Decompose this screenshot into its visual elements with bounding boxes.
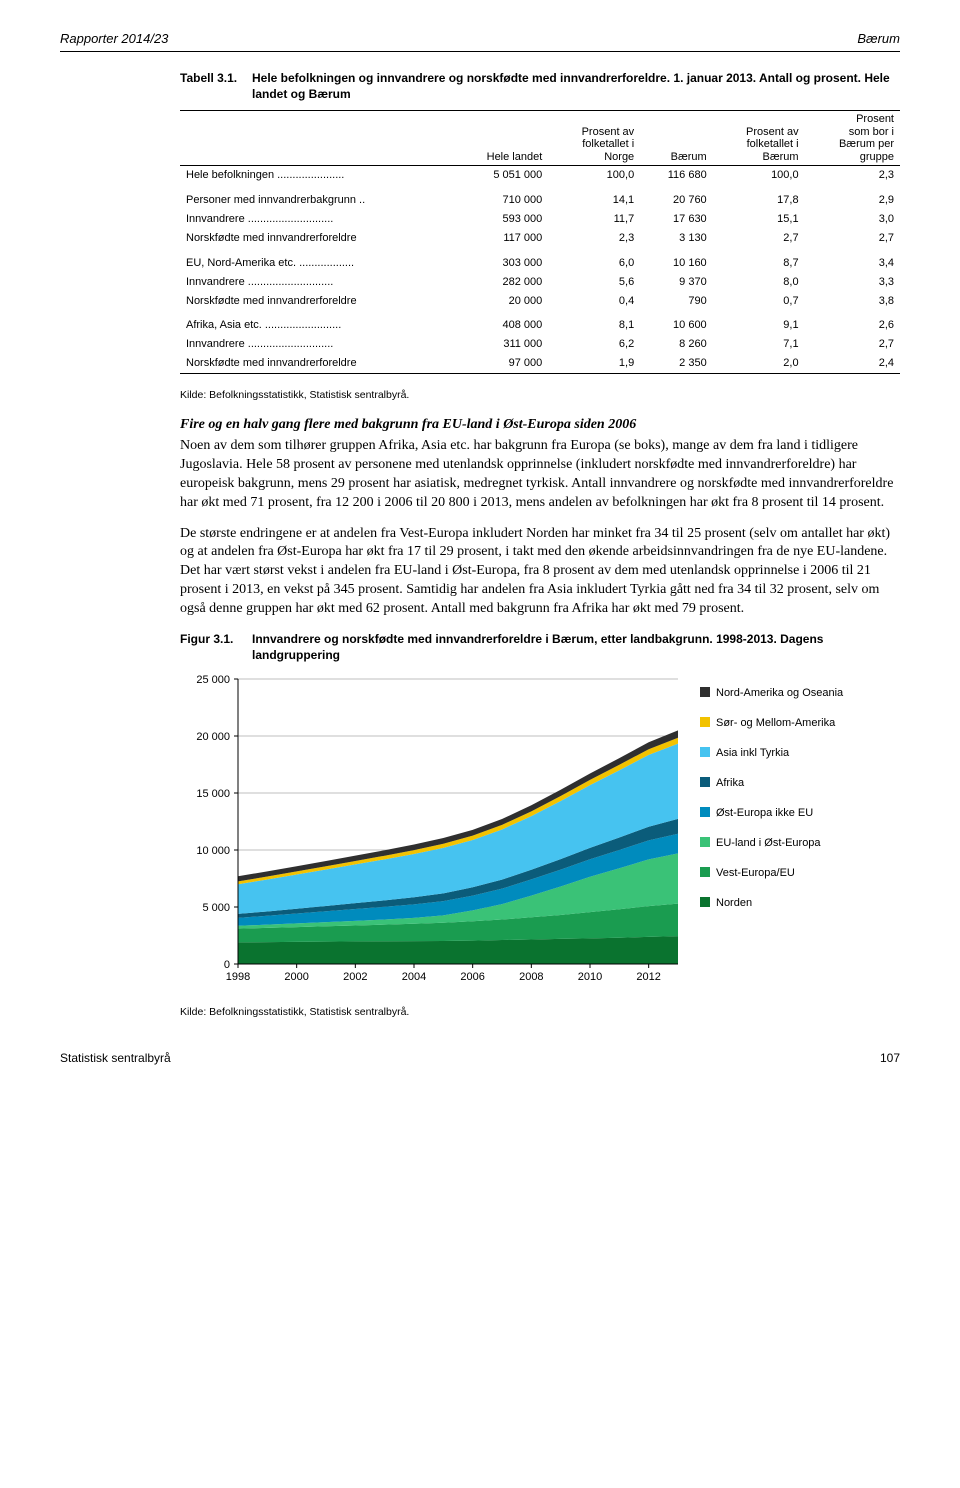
- table-row: Innvandrere ............................…: [180, 210, 900, 229]
- table-row: Norskfødte med innvandrerforeldre117 000…: [180, 229, 900, 248]
- svg-text:2000: 2000: [284, 971, 308, 983]
- page-header: Rapporter 2014/23 Bærum: [60, 30, 900, 52]
- col-header: Prosentsom bor iBærum pergruppe: [805, 110, 900, 166]
- table-row: Norskfødte med innvandrerforeldre97 0001…: [180, 354, 900, 373]
- svg-text:15 000: 15 000: [196, 788, 230, 800]
- svg-text:0: 0: [224, 959, 230, 971]
- footer-right: 107: [880, 1050, 900, 1066]
- table-row: Innvandrere ............................…: [180, 273, 900, 292]
- page-footer: Statistisk sentralbyrå 107: [60, 1050, 900, 1066]
- table-title: Hele befolkningen og innvandrere og nors…: [252, 70, 900, 102]
- svg-text:Nord-Amerika og Oseania: Nord-Amerika og Oseania: [716, 687, 844, 699]
- svg-text:10 000: 10 000: [196, 845, 230, 857]
- data-table: Hele landet Prosent avfolketallet iNorge…: [180, 110, 900, 374]
- svg-text:2004: 2004: [402, 971, 426, 983]
- svg-text:Sør- og Mellom-Amerika: Sør- og Mellom-Amerika: [716, 717, 836, 729]
- table-row: Personer med innvandrerbakgrunn ..710 00…: [180, 191, 900, 210]
- svg-text:2010: 2010: [578, 971, 602, 983]
- header-left: Rapporter 2014/23: [60, 30, 168, 48]
- svg-text:1998: 1998: [226, 971, 250, 983]
- svg-text:Norden: Norden: [716, 897, 752, 909]
- col-header: Bærum: [640, 110, 713, 166]
- svg-text:25 000: 25 000: [196, 674, 230, 686]
- svg-text:Øst-Europa ikke EU: Øst-Europa ikke EU: [716, 807, 813, 819]
- section-heading: Fire og en halv gang flere med bakgrunn …: [180, 416, 900, 435]
- col-header: Prosent avfolketallet iNorge: [548, 110, 640, 166]
- table-row: Norskfødte med innvandrerforeldre20 0000…: [180, 292, 900, 311]
- stacked-area-chart: 0 5 000 10 000 15 000 20 000 25 000 1998 2000 20…: [180, 669, 900, 999]
- table-row: Hele befolkningen ......................…: [180, 166, 900, 185]
- table-row: Afrika, Asia etc. ......................…: [180, 316, 900, 335]
- paragraph-2: De største endringene er at andelen fra …: [180, 525, 900, 619]
- svg-text:2002: 2002: [343, 971, 367, 983]
- svg-text:5 000: 5 000: [202, 902, 230, 914]
- col-header: Hele landet: [452, 110, 548, 166]
- col-header: [180, 110, 452, 166]
- svg-text:20 000: 20 000: [196, 731, 230, 743]
- svg-text:2008: 2008: [519, 971, 543, 983]
- svg-text:Asia inkl Tyrkia: Asia inkl Tyrkia: [716, 747, 790, 759]
- table-row: EU, Nord-Amerika etc. ..................…: [180, 254, 900, 273]
- figure-number: Figur 3.1.: [180, 631, 252, 663]
- svg-text:EU-land i Øst-Europa: EU-land i Øst-Europa: [716, 837, 821, 849]
- svg-text:Vest-Europa/EU: Vest-Europa/EU: [716, 867, 795, 879]
- table-caption: Tabell 3.1. Hele befolkningen og innvand…: [180, 70, 900, 102]
- figure-title: Innvandrere og norskfødte med innvandrer…: [252, 631, 900, 663]
- paragraph-1: Noen av dem som tilhører gruppen Afrika,…: [180, 437, 900, 513]
- svg-text:2012: 2012: [636, 971, 660, 983]
- figure-caption: Figur 3.1. Innvandrere og norskfødte med…: [180, 631, 900, 663]
- table-number: Tabell 3.1.: [180, 70, 252, 102]
- col-header: Prosent avfolketallet iBærum: [713, 110, 805, 166]
- svg-text:Afrika: Afrika: [716, 777, 745, 789]
- figure-source: Kilde: Befolkningsstatistikk, Statistisk…: [180, 1005, 900, 1019]
- header-right: Bærum: [857, 30, 900, 48]
- footer-left: Statistisk sentralbyrå: [60, 1050, 171, 1066]
- svg-text:2006: 2006: [460, 971, 484, 983]
- table-source: Kilde: Befolkningsstatistikk, Statistisk…: [180, 388, 900, 402]
- chart-svg: 0 5 000 10 000 15 000 20 000 25 000 1998 2000 20…: [180, 669, 880, 999]
- table-row: Innvandrere ............................…: [180, 335, 900, 354]
